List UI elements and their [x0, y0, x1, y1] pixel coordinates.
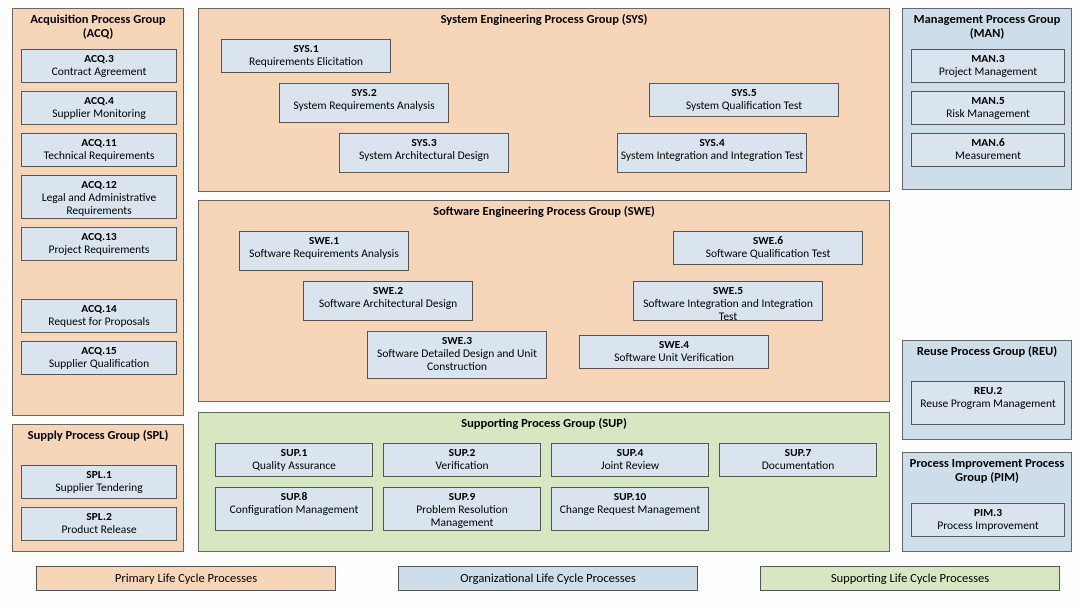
group-reu: Reuse Process Group (REU) REU.2Reuse Prog…: [902, 340, 1072, 440]
process-text: Process Improvement: [914, 520, 1062, 533]
process-text: Supplier Monitoring: [24, 108, 174, 121]
process-text: Joint Review: [554, 460, 706, 473]
process-box: MAN.6Measurement: [911, 133, 1065, 167]
group-sup: Supporting Process Group (SUP) SUP.1Quali…: [198, 412, 890, 552]
process-box: ACQ.14Request for Proposals: [21, 299, 177, 333]
process-box: SUP.7Documentation: [719, 443, 877, 477]
group-title-man: Management Process Group (MAN): [903, 9, 1071, 44]
group-man: Management Process Group (MAN) MAN.3Proje…: [902, 8, 1072, 190]
process-text: Documentation: [722, 460, 874, 473]
process-text: Requirements Elicitation: [224, 56, 388, 69]
group-sys: System Engineering Process Group (SYS) SY…: [198, 8, 890, 192]
group-title-sup: Supporting Process Group (SUP): [199, 413, 889, 433]
process-text: System Integration and Integration Test: [620, 150, 804, 163]
process-text: Software Unit Verification: [582, 352, 766, 365]
process-box: ACQ.11Technical Requirements: [21, 133, 177, 167]
process-text: Technical Requirements: [24, 150, 174, 163]
group-title-sys: System Engineering Process Group (SYS): [199, 9, 889, 29]
process-box: SWE.5Software Integration and Integratio…: [633, 281, 823, 321]
group-title-reu: Reuse Process Group (REU): [903, 341, 1071, 361]
process-box: ACQ.4Supplier Monitoring: [21, 91, 177, 125]
process-text: Verification: [386, 460, 538, 473]
process-text: Contract Agreement: [24, 66, 174, 79]
group-spl: Supply Process Group (SPL) SPL.1Supplier …: [12, 424, 184, 552]
group-acq: Acquisition Process Group (ACQ) ACQ.3Cont…: [12, 8, 184, 416]
process-text: System Requirements Analysis: [282, 100, 446, 113]
process-box: SYS.1Requirements Elicitation: [221, 39, 391, 73]
process-box: SUP.1Quality Assurance: [215, 443, 373, 477]
process-text: Software Qualification Test: [676, 248, 860, 261]
process-text: Request for Proposals: [24, 316, 174, 329]
process-text: Product Release: [24, 524, 174, 537]
process-box: SUP.10Change Request Management: [551, 487, 709, 531]
process-box: ACQ.13Project Requirements: [21, 227, 177, 261]
process-text: Project Management: [914, 66, 1062, 79]
process-box: MAN.5Risk Management: [911, 91, 1065, 125]
process-text: Supplier Tendering: [24, 482, 174, 495]
process-box: REU.2Reuse Program Management: [911, 381, 1065, 425]
process-box: SPL.1Supplier Tendering: [21, 465, 177, 499]
process-box: SUP.4Joint Review: [551, 443, 709, 477]
process-box: SWE.3Software Detailed Design and Unit C…: [367, 331, 547, 379]
process-text: Reuse Program Management: [914, 398, 1062, 411]
process-text: Legal and Administrative Requirements: [24, 192, 174, 218]
process-box: SYS.2System Requirements Analysis: [279, 83, 449, 123]
process-box: SWE.6Software Qualification Test: [673, 231, 863, 265]
group-title-swe: Software Engineering Process Group (SWE): [199, 201, 889, 221]
process-box: ACQ.15Supplier Qualification: [21, 341, 177, 375]
process-text: Project Requirements: [24, 244, 174, 257]
process-box: SUP.8Configuration Management: [215, 487, 373, 531]
process-text: System Qualification Test: [652, 100, 836, 113]
process-text: Software Integration and Integration Tes…: [636, 298, 820, 324]
process-text: Software Detailed Design and Unit Constr…: [370, 348, 544, 374]
process-box: ACQ.12Legal and Administrative Requireme…: [21, 175, 177, 219]
group-title-pim: Process Improvement Process Group (PIM): [903, 453, 1071, 488]
process-text: System Architectural Design: [342, 150, 506, 163]
process-text: Configuration Management: [218, 504, 370, 517]
process-text: Measurement: [914, 150, 1062, 163]
process-box: SPL.2Product Release: [21, 507, 177, 541]
process-text: Quality Assurance: [218, 460, 370, 473]
process-text: Problem Resolution Management: [386, 504, 538, 530]
process-box: SYS.3System Architectural Design: [339, 133, 509, 173]
group-title-acq: Acquisition Process Group (ACQ): [13, 9, 183, 44]
process-text: Supplier Qualification: [24, 358, 174, 371]
legend-item: Primary Life Cycle Processes: [36, 566, 336, 591]
legend-item: Supporting Life Cycle Processes: [760, 566, 1060, 591]
process-box: ACQ.3Contract Agreement: [21, 49, 177, 83]
process-text: Change Request Management: [554, 504, 706, 517]
process-text: Software Requirements Analysis: [242, 248, 406, 261]
process-box: SWE.1Software Requirements Analysis: [239, 231, 409, 271]
group-pim: Process Improvement Process Group (PIM) P…: [902, 452, 1072, 552]
group-swe: Software Engineering Process Group (SWE)…: [198, 200, 890, 402]
process-text: Software Architectural Design: [306, 298, 470, 311]
process-box: SWE.4Software Unit Verification: [579, 335, 769, 369]
process-box: SUP.2Verification: [383, 443, 541, 477]
process-text: Risk Management: [914, 108, 1062, 121]
process-box: SYS.5System Qualification Test: [649, 83, 839, 117]
process-box: PIM.3Process Improvement: [911, 503, 1065, 537]
group-title-spl: Supply Process Group (SPL): [13, 425, 183, 445]
process-box: MAN.3Project Management: [911, 49, 1065, 83]
process-box: SYS.4System Integration and Integration …: [617, 133, 807, 173]
legend-item: Organizational Life Cycle Processes: [398, 566, 698, 591]
process-box: SWE.2Software Architectural Design: [303, 281, 473, 321]
process-box: SUP.9Problem Resolution Management: [383, 487, 541, 531]
